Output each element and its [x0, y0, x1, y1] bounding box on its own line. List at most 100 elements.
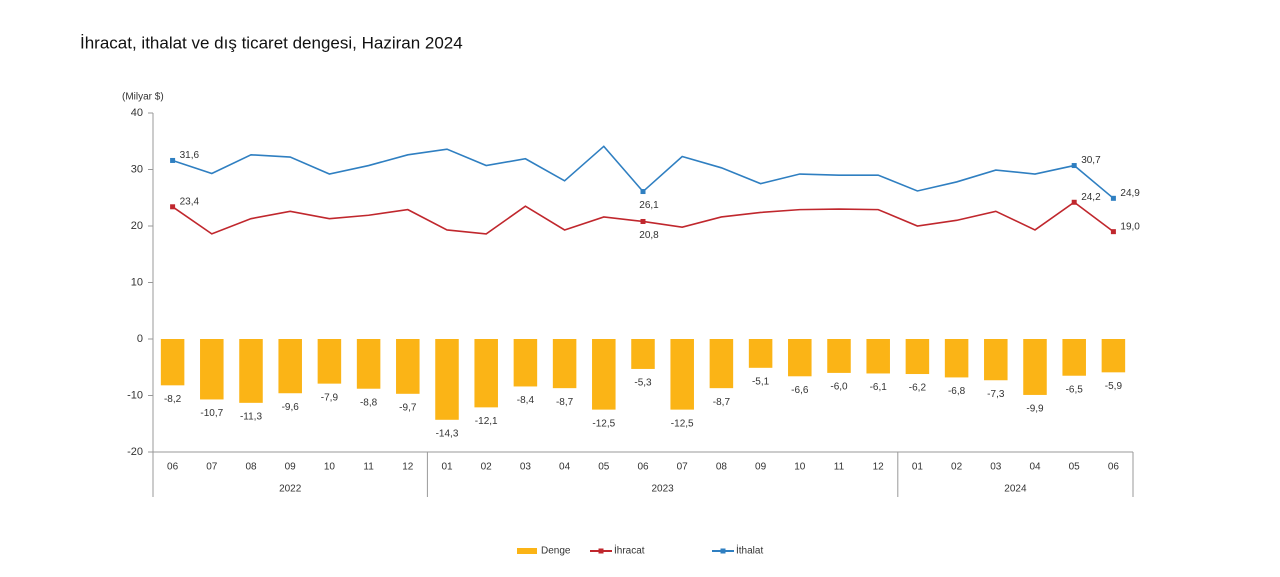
- bar: [788, 339, 812, 377]
- line-value-label: 24,2: [1081, 192, 1101, 203]
- bar-value-label: -8,7: [556, 397, 574, 408]
- point-marker: [640, 218, 646, 224]
- x-group-label: 2022: [279, 484, 302, 495]
- bar: [1101, 339, 1126, 373]
- bar: [396, 339, 420, 394]
- y-tick-label: 30: [131, 163, 143, 175]
- bar: [670, 339, 694, 410]
- x-group-label: 2024: [1004, 484, 1027, 495]
- x-tick-label: 03: [990, 462, 1002, 473]
- bar: [160, 339, 185, 386]
- bar-value-label: -12,5: [592, 418, 615, 429]
- bar-value-label: -6,0: [830, 382, 848, 393]
- bar-value-label: -10,7: [200, 408, 223, 419]
- bar: [513, 339, 538, 387]
- bar: [317, 339, 342, 384]
- bar-value-label: -6,2: [909, 383, 927, 394]
- line-value-label: 24,9: [1120, 188, 1140, 199]
- x-tick-label: 05: [1069, 462, 1081, 473]
- bar-value-label: -7,9: [321, 392, 339, 403]
- legend-label: Denge: [541, 546, 571, 557]
- x-tick-label: 02: [951, 462, 963, 473]
- point-marker: [170, 204, 176, 210]
- bar: [552, 339, 577, 389]
- point-marker: [640, 189, 646, 195]
- y-unit: (Milyar $): [122, 92, 164, 103]
- line-value-label: 26,1: [639, 200, 659, 211]
- bar: [984, 339, 1008, 381]
- bar: [239, 339, 263, 403]
- bar: [1023, 339, 1047, 395]
- bar: [592, 339, 616, 410]
- x-tick-label: 06: [167, 462, 179, 473]
- bar: [200, 339, 224, 400]
- bar-value-label: -6,8: [948, 386, 966, 397]
- line-value-label: 19,0: [1120, 221, 1140, 232]
- line-value-label: 23,4: [180, 196, 200, 207]
- x-tick-label: 10: [794, 462, 806, 473]
- x-tick-label: 11: [363, 462, 374, 473]
- bar-value-label: -5,3: [634, 378, 652, 389]
- x-tick-label: 06: [637, 462, 649, 473]
- x-tick-label: 11: [834, 462, 845, 473]
- point-marker: [1110, 229, 1116, 235]
- x-tick-label: 06: [1108, 462, 1120, 473]
- y-tick-label: 40: [131, 107, 143, 119]
- y-tick-label: 10: [131, 276, 143, 288]
- bar: [866, 339, 890, 374]
- bar-value-label: -11,3: [240, 411, 262, 422]
- bar-value-label: -9,6: [282, 402, 300, 413]
- bar-value-label: -12,5: [671, 418, 694, 429]
- bar-value-label: -8,2: [164, 394, 182, 405]
- bar: [356, 339, 381, 389]
- x-tick-label: 04: [1029, 462, 1041, 473]
- x-group-label: 2023: [651, 484, 674, 495]
- x-tick-label: 08: [716, 462, 728, 473]
- line-value-label: 30,7: [1081, 155, 1101, 166]
- point-marker: [1071, 199, 1077, 205]
- point-marker: [170, 157, 176, 163]
- bar: [474, 339, 498, 408]
- y-tick-label: 0: [137, 333, 143, 345]
- x-tick-label: 10: [324, 462, 336, 473]
- x-tick-label: 05: [598, 462, 610, 473]
- bar-value-label: -9,7: [399, 402, 417, 413]
- x-tick-label: 09: [755, 462, 767, 473]
- bar-value-label: -5,1: [752, 376, 770, 387]
- x-tick-label: 08: [245, 462, 257, 473]
- bar-value-label: -7,3: [987, 389, 1005, 400]
- bar: [1062, 339, 1086, 376]
- point-marker: [1071, 163, 1077, 169]
- bar-value-label: -6,5: [1066, 384, 1084, 395]
- y-tick-label: 20: [131, 220, 143, 232]
- line-value-label: 31,6: [180, 150, 200, 161]
- bar: [435, 339, 459, 420]
- bar-value-label: -8,8: [360, 397, 378, 408]
- bar-value-label: -6,6: [791, 385, 809, 396]
- x-tick-label: 04: [559, 462, 571, 473]
- bar-value-label: -14,3: [436, 428, 459, 439]
- x-tick-label: 03: [520, 462, 532, 473]
- point-marker: [1110, 195, 1116, 201]
- legend-swatch: [598, 548, 604, 554]
- bar-value-label: -6,1: [870, 382, 888, 393]
- x-tick-label: 01: [441, 462, 453, 473]
- bar: [944, 339, 969, 378]
- bar: [709, 339, 734, 389]
- y-tick-label: -20: [127, 446, 143, 458]
- legend-swatch: [720, 548, 726, 554]
- x-tick-label: 01: [912, 462, 924, 473]
- x-tick-label: 07: [677, 462, 689, 473]
- bar-value-label: -8,4: [517, 395, 535, 406]
- legend-label: İhracat: [614, 544, 645, 557]
- line-value-label: 20,8: [639, 230, 659, 241]
- bar: [748, 339, 773, 368]
- bar-value-label: -5,9: [1105, 381, 1123, 392]
- bar-value-label: -9,9: [1026, 404, 1044, 415]
- bar-value-label: -12,1: [475, 416, 498, 427]
- x-tick-label: 07: [206, 462, 218, 473]
- y-tick-label: -10: [127, 389, 143, 401]
- legend-label: İthalat: [736, 544, 763, 557]
- x-tick-label: 02: [481, 462, 493, 473]
